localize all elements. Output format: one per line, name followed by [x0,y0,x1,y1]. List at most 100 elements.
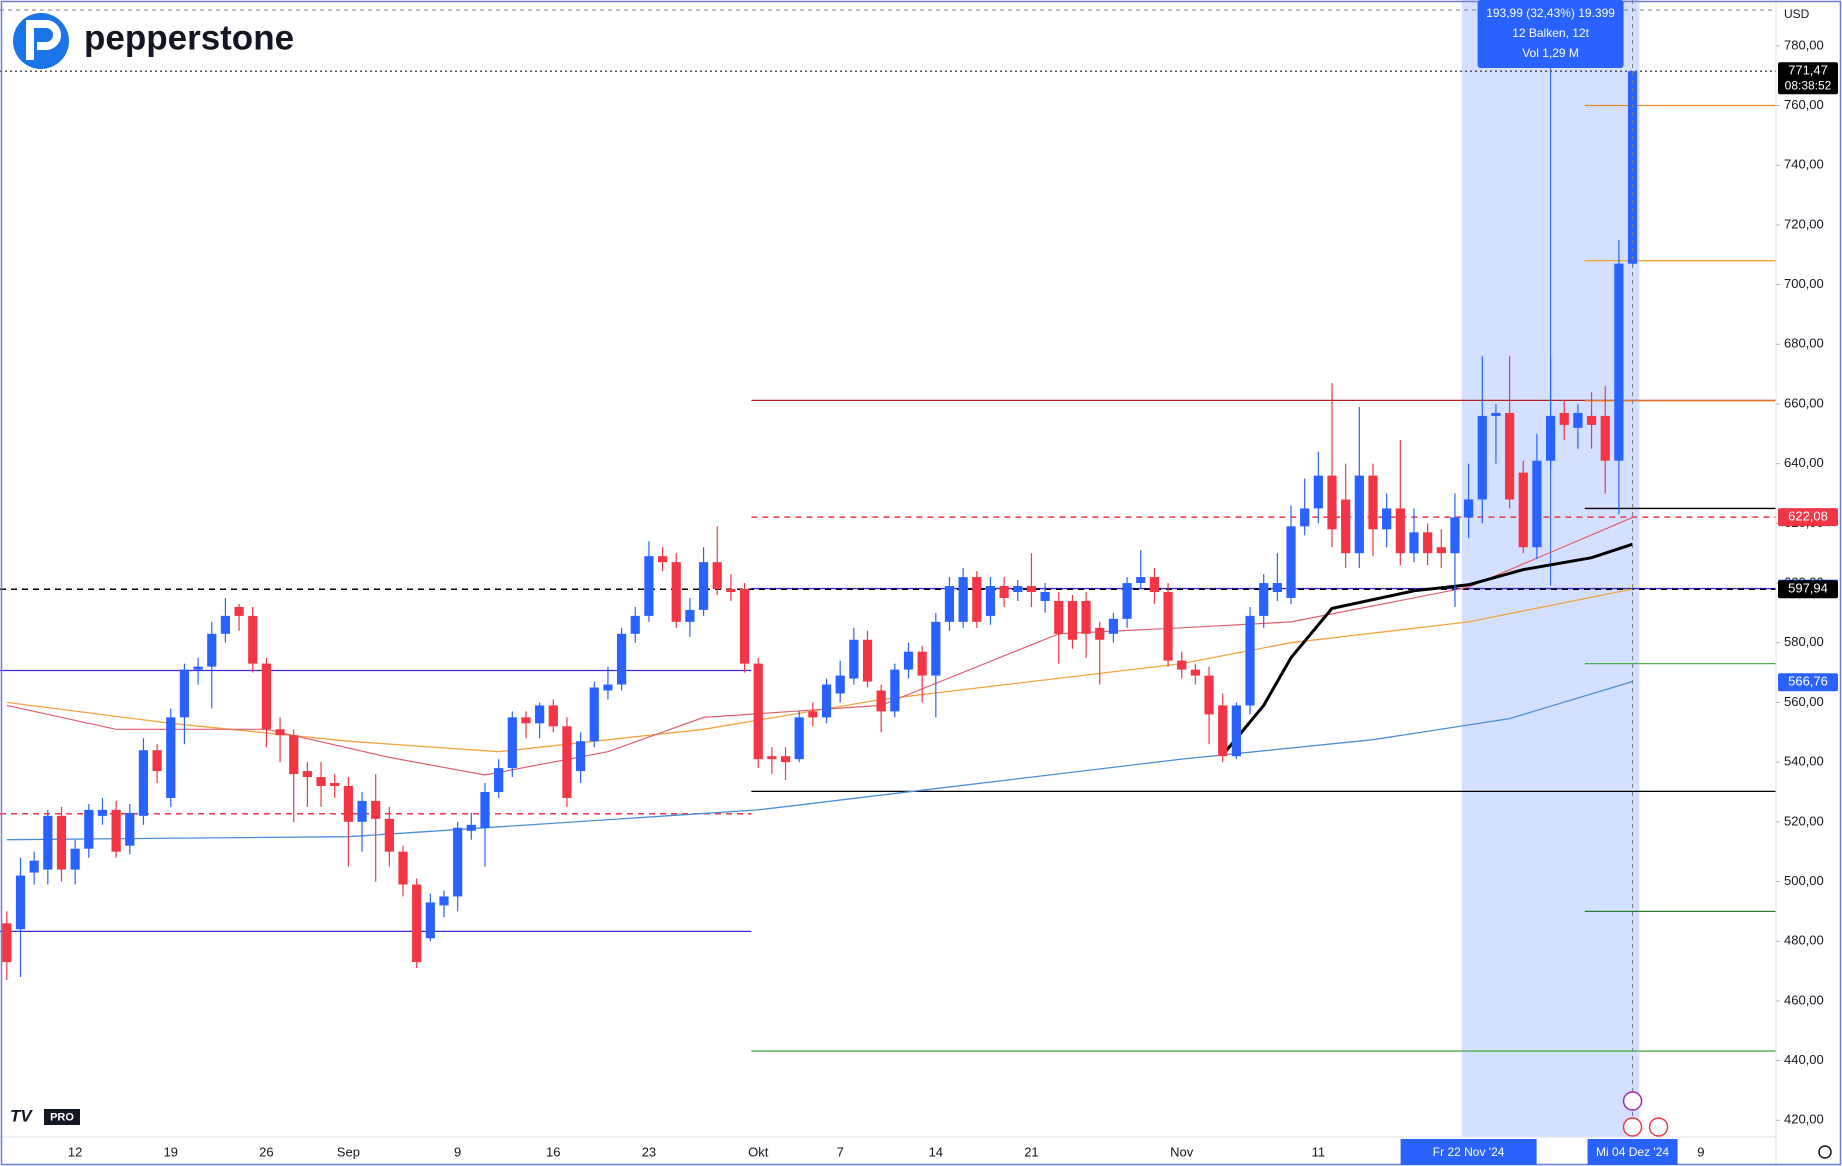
y-tick-label: 780,00 [1784,37,1824,52]
candle-body [821,684,832,718]
candle-body [1122,583,1132,619]
candle-body [1149,577,1159,593]
candle-body [1040,592,1050,601]
candle-body [685,609,695,622]
candle-body [70,848,80,870]
candle-body [630,615,640,634]
price-label: 622,08 [1788,509,1828,524]
x-tick-label: Okt [748,1144,769,1159]
candle-body [384,818,394,852]
candle-body [931,621,941,676]
candle-body [671,562,681,622]
y-tick-label: 440,00 [1784,1052,1824,1067]
y-tick-label: 720,00 [1784,216,1824,231]
candle-body [1286,526,1296,598]
candle-body [644,556,654,616]
candle-body [1518,472,1528,548]
candle-body [726,589,736,593]
price-label: 566,76 [1788,674,1828,689]
moving-average [1221,542,1634,756]
y-tick-label: 460,00 [1784,992,1824,1007]
candle-body [1573,412,1583,428]
measure-text: Vol 1,29 M [1522,46,1579,60]
candle-body [330,783,340,787]
candle-body [576,741,586,772]
candle-body [1450,517,1460,554]
candle-body [261,663,271,730]
candle-body [1272,583,1282,593]
candle-body [1163,592,1173,661]
candle-body [999,586,1009,598]
candle-body [15,875,26,930]
candle-body [657,556,668,563]
y-tick-label: 700,00 [1784,276,1824,291]
candle-body [1013,586,1023,593]
candle-body [1204,675,1214,715]
x-tick-label: 19 [164,1144,178,1159]
candle-body [1259,583,1269,616]
logo-text: pepperstone [84,18,294,57]
currency[interactable]: USD [1784,7,1810,21]
candle-body [439,896,449,906]
y-tick-label: 560,00 [1784,694,1824,709]
settings-icon[interactable] [1818,1145,1832,1159]
candle-body [1108,618,1119,634]
candle-body [371,800,381,819]
event-icon [1648,1117,1669,1137]
tv-logo: TV PRO [10,1106,80,1125]
candle-body [1231,705,1241,757]
candle-body [453,827,463,897]
candle-body [917,651,927,676]
candle-body [480,791,490,828]
price-label-bg [1778,62,1838,95]
candle-body [1026,586,1037,593]
candle-body [603,684,613,691]
candle-body [972,577,982,622]
candle-body [890,669,900,712]
candle-body [1245,615,1255,706]
candle-body [617,633,627,685]
badge-bg [44,1109,80,1125]
candle-body [220,615,231,634]
candle-body [985,586,996,616]
candle-body [56,815,67,870]
candle-body [179,669,190,718]
candle-body [589,687,599,742]
candle-body [125,812,135,846]
x-tick-label: 7 [837,1144,844,1159]
candle-body [1614,263,1624,461]
candle-body [1218,705,1228,757]
price-label-bg [1778,673,1838,692]
candle-body [1341,499,1351,554]
crosshair-date: Mi 04 Dez '24 [1596,1145,1669,1159]
y-tick-label: 740,00 [1784,157,1824,172]
candle-body [1327,475,1337,530]
candle-body [835,675,845,694]
logo: pepperstone [13,13,294,69]
candle-body [507,717,517,769]
price-label-bg [1778,580,1838,599]
x-tick-label: 11 [1312,1144,1326,1159]
candle-body [1136,577,1146,584]
logo-glyph [26,20,61,60]
candle-body [97,809,108,816]
candle-body [1464,499,1474,518]
candle-body [739,589,750,664]
tv-mark: TV [10,1106,33,1125]
y-tick-label: 640,00 [1784,455,1824,470]
plot [0,0,1776,1137]
candle-body [234,606,244,616]
candle-body [548,705,558,727]
y-tick-label: 660,00 [1784,395,1824,410]
candle-body [944,586,955,622]
candle-body [357,800,367,822]
y-tick-label: 580,00 [1784,634,1824,649]
candle-body [1095,627,1105,640]
candle-body [1177,660,1187,670]
y-tick-label: 480,00 [1784,933,1824,948]
candle-body [535,705,545,724]
candle-body [138,750,149,816]
event-icon [1622,1091,1643,1111]
